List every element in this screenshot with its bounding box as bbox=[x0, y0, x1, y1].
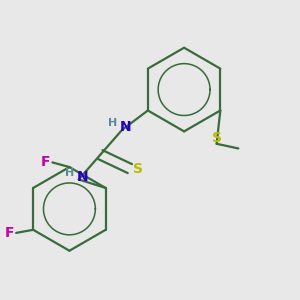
Text: N: N bbox=[120, 120, 132, 134]
Text: F: F bbox=[4, 226, 14, 240]
Text: H: H bbox=[65, 168, 74, 178]
Text: S: S bbox=[133, 162, 142, 176]
Text: F: F bbox=[41, 155, 50, 170]
Text: N: N bbox=[76, 170, 88, 184]
Text: H: H bbox=[108, 118, 117, 128]
Text: S: S bbox=[212, 130, 222, 145]
